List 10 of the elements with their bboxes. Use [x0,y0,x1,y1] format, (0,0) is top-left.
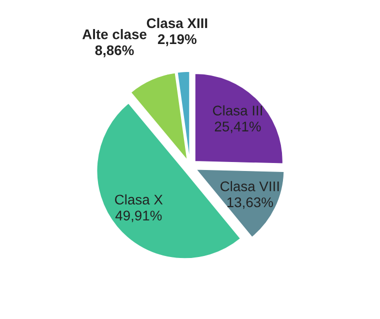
slice-label: Clasa VIII [220,181,279,192]
slice-label: Clasa III [212,105,262,116]
slice-label: Clasa X [115,194,163,205]
slice-label: Clasa XIII [146,18,208,28]
data-label: 13,63% [227,197,273,209]
data-label: 49,91% [115,210,162,222]
slice-label: Alte clase [82,29,146,40]
data-label: 8,86% [95,45,134,58]
data-label: 25,41% [214,122,261,134]
data-label: 2,19% [158,34,196,46]
